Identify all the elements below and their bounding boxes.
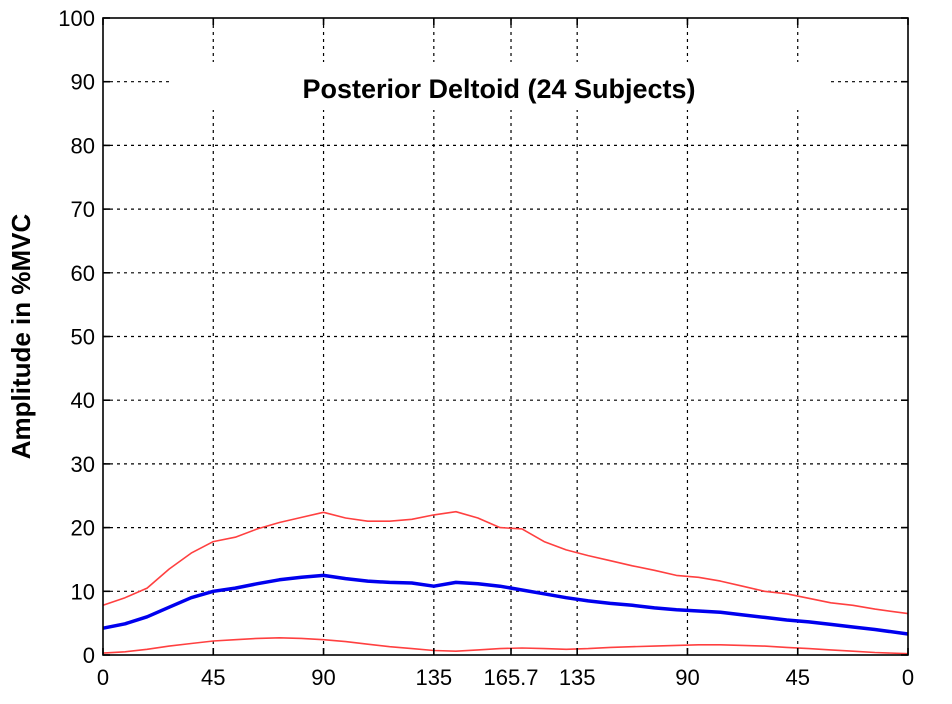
y-tick-label: 40 [71, 388, 95, 413]
x-tick-label: 90 [675, 665, 699, 690]
y-tick-label: 100 [58, 6, 95, 31]
x-tick-label: 165.7 [483, 665, 538, 690]
series-line-mean [102, 573, 909, 636]
y-tick-label: 90 [71, 70, 95, 95]
y-tick-label: 20 [71, 516, 95, 541]
y-tick-label: 70 [71, 197, 95, 222]
x-tick-label: 0 [97, 665, 109, 690]
x-tick-label: 45 [785, 665, 809, 690]
y-tick-label: 0 [83, 643, 95, 668]
x-tick-label: 0 [902, 665, 914, 690]
x-tick-label: 135 [415, 665, 452, 690]
tick-labels: 0 10 20 30 40 50 60 70 80 90 100 0 45 90 135 165.7 135 90… [58, 6, 914, 690]
y-tick-label: 50 [71, 325, 95, 350]
ticks [102, 17, 909, 656]
y-axis-label: Amplitude in %MVC [6, 214, 36, 460]
x-tick-label: 45 [201, 665, 225, 690]
series-line-upper-bound [102, 510, 909, 615]
y-tick-label: 80 [71, 133, 95, 158]
series-line-lower-bound [102, 636, 909, 655]
x-tick-label: 90 [311, 665, 335, 690]
title-background [170, 62, 830, 110]
series-group [102, 510, 909, 655]
chart-title: Posterior Deltoid (24 Subjects) [302, 74, 695, 104]
y-tick-label: 30 [71, 452, 95, 477]
x-tick-label: 135 [559, 665, 596, 690]
y-tick-label: 10 [71, 579, 95, 604]
y-tick-label: 60 [71, 261, 95, 286]
